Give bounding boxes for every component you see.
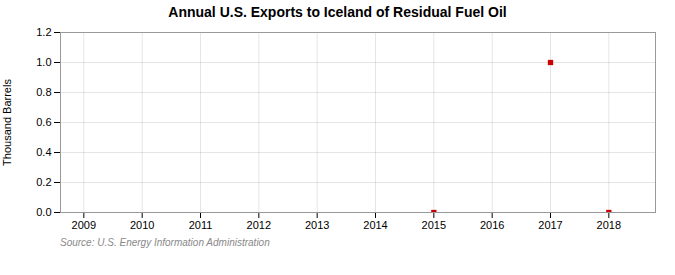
html-text:Source: U.S. Energy Informatio: Source: U.S. Energy Information Administ… (60, 237, 270, 248)
svg-text:2011: 2011 (189, 219, 213, 231)
svg-text:1.0: 1.0 (36, 56, 51, 68)
svg-text:2018: 2018 (597, 219, 621, 231)
svg-text:0.4: 0.4 (36, 146, 51, 158)
svg-text:0.0: 0.0 (36, 206, 51, 218)
svg-text:2014: 2014 (363, 219, 387, 231)
svg-text:2010: 2010 (130, 219, 154, 231)
svg-text:0.8: 0.8 (36, 86, 51, 98)
svg-text:1.2: 1.2 (36, 26, 51, 38)
html-text:Annual U.S. Exports to Iceland: Annual U.S. Exports to Iceland of Residu… (168, 4, 507, 20)
svg-text:2009: 2009 (72, 219, 96, 231)
svg-text:0.6: 0.6 (36, 116, 51, 128)
svg-text:2015: 2015 (422, 219, 446, 231)
svg-text:2012: 2012 (247, 219, 271, 231)
svg-text:2016: 2016 (480, 219, 504, 231)
svg-text:2017: 2017 (538, 219, 562, 231)
svg-text:Thousand Barrels: Thousand Barrels (1, 79, 13, 166)
svg-text:0.2: 0.2 (36, 176, 51, 188)
svg-text:2013: 2013 (305, 219, 329, 231)
